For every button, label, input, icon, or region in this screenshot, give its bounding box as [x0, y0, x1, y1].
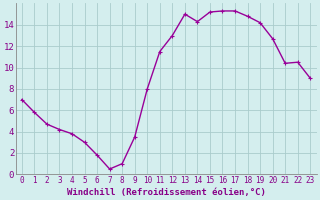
- X-axis label: Windchill (Refroidissement éolien,°C): Windchill (Refroidissement éolien,°C): [67, 188, 266, 197]
